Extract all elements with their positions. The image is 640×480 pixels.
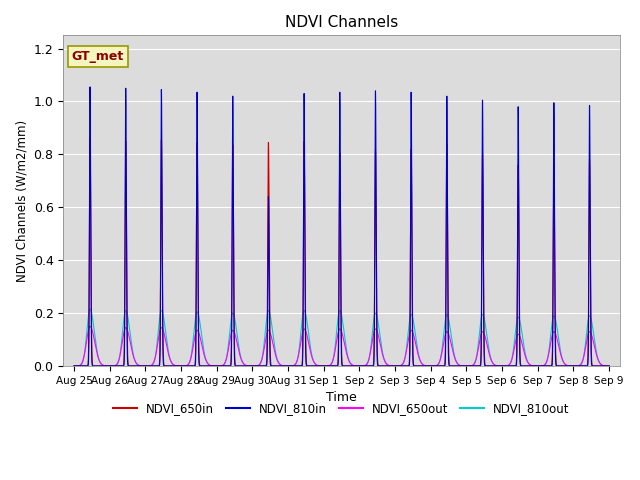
Line: NDVI_650out: NDVI_650out: [74, 326, 609, 366]
NDVI_650out: [179, 363, 187, 369]
NDVI_810in: [415, 363, 423, 369]
NDVI_650in: [605, 363, 613, 369]
NDVI_650out: [605, 363, 613, 369]
NDVI_650in: [70, 363, 78, 369]
NDVI_810in: [70, 363, 78, 369]
NDVI_650out: [185, 361, 193, 367]
NDVI_650out: [271, 348, 278, 353]
Text: GT_met: GT_met: [72, 50, 124, 63]
Line: NDVI_810out: NDVI_810out: [74, 309, 609, 366]
NDVI_810out: [415, 355, 423, 360]
NDVI_650in: [86, 136, 94, 142]
NDVI_650out: [86, 324, 94, 329]
NDVI_810out: [185, 361, 193, 367]
NDVI_810out: [179, 363, 187, 369]
NDVI_650in: [604, 363, 611, 369]
NDVI_810out: [271, 342, 278, 348]
Line: NDVI_810in: NDVI_810in: [74, 87, 609, 366]
NDVI_650in: [271, 363, 278, 369]
NDVI_650out: [604, 363, 611, 369]
NDVI_810in: [492, 363, 499, 369]
NDVI_810out: [605, 363, 613, 369]
NDVI_810in: [605, 363, 613, 369]
NDVI_650in: [492, 363, 499, 369]
NDVI_650out: [70, 363, 78, 369]
NDVI_810out: [604, 363, 611, 369]
NDVI_810in: [185, 363, 193, 369]
X-axis label: Time: Time: [326, 391, 357, 404]
NDVI_650in: [534, 363, 541, 369]
NDVI_650out: [492, 362, 499, 368]
NDVI_810in: [604, 363, 611, 369]
NDVI_650in: [415, 363, 423, 369]
NDVI_650out: [415, 355, 423, 361]
NDVI_650in: [185, 363, 193, 369]
NDVI_810in: [179, 363, 187, 369]
NDVI_810out: [70, 363, 78, 369]
Y-axis label: NDVI Channels (W/m2/mm): NDVI Channels (W/m2/mm): [15, 120, 28, 282]
Title: NDVI Channels: NDVI Channels: [285, 15, 398, 30]
Line: NDVI_650in: NDVI_650in: [74, 139, 609, 366]
NDVI_650in: [179, 363, 187, 369]
NDVI_810out: [492, 362, 499, 368]
NDVI_810out: [86, 306, 94, 312]
NDVI_810in: [271, 363, 278, 369]
Legend: NDVI_650in, NDVI_810in, NDVI_650out, NDVI_810out: NDVI_650in, NDVI_810in, NDVI_650out, NDV…: [109, 397, 575, 420]
NDVI_810in: [86, 84, 94, 90]
